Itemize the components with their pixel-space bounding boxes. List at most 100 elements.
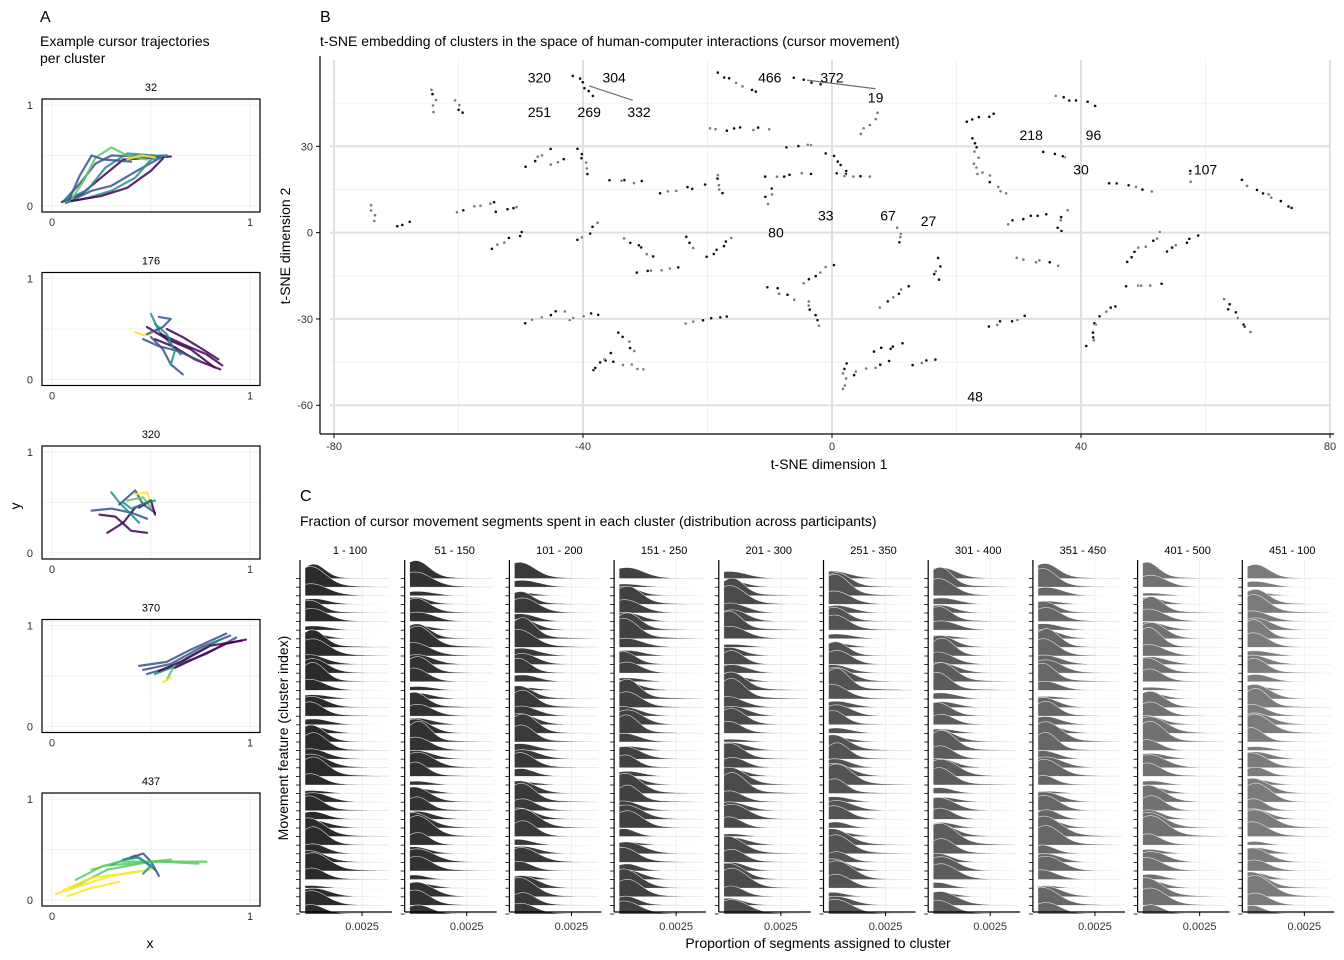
- embedding-point: [1143, 244, 1148, 249]
- density-ridge: [618, 661, 704, 674]
- density-ridge: [932, 606, 1018, 622]
- cluster-group-29: [784, 142, 813, 150]
- density-ridge: [932, 863, 1018, 880]
- cluster-group-55: [1107, 181, 1154, 194]
- trajectory-line-4: [138, 632, 228, 667]
- facet-strip-label: 351 - 450: [1060, 545, 1106, 557]
- embedding-point: [1091, 330, 1095, 335]
- x-tick-label: 0.0025: [1288, 921, 1322, 933]
- x-tick-label: 0.0025: [555, 921, 589, 933]
- cluster-group-28: [763, 171, 813, 179]
- embedding-point: [900, 341, 905, 346]
- density-ridge: [723, 757, 809, 769]
- density-ridge: [514, 902, 599, 915]
- embedding-point: [1107, 181, 1112, 186]
- embedding-point: [455, 210, 459, 215]
- embedding-point: [1235, 316, 1240, 321]
- density-ridge: [1037, 623, 1123, 631]
- cluster-group-31: [806, 299, 821, 328]
- embedding-point: [842, 383, 847, 388]
- embedding-point: [539, 315, 544, 320]
- density-ridge: [409, 667, 494, 683]
- embedding-point: [720, 191, 725, 196]
- density-ridge: [1037, 885, 1123, 889]
- density-ridge: [304, 790, 390, 794]
- embedding-point: [767, 127, 772, 132]
- embedding-point: [724, 239, 728, 244]
- embedding-point: [607, 178, 612, 183]
- embedding-point: [1037, 258, 1042, 263]
- embedding-point: [1065, 208, 1070, 213]
- x-tick-label: 0.0025: [450, 921, 484, 933]
- cluster-group-18: [622, 236, 656, 259]
- density-ridge: [828, 892, 913, 898]
- density-ridge: [828, 570, 913, 579]
- embedding-point: [598, 360, 603, 365]
- panel-b-x-axis-title: t-SNE dimension 1: [771, 456, 888, 472]
- x-tick-label: 1: [247, 391, 253, 403]
- embedding-point: [691, 246, 696, 250]
- density-ridge: [1247, 588, 1332, 605]
- embedding-point: [740, 84, 745, 89]
- density-ridge: [723, 625, 809, 640]
- embedding-point: [1104, 309, 1109, 314]
- embedding-point: [687, 240, 692, 245]
- cluster-group-23: [683, 314, 729, 326]
- density-ridge: [723, 837, 809, 846]
- y-tick-label: 1: [27, 447, 33, 459]
- embedding-point: [561, 157, 566, 162]
- embedding-point: [713, 127, 718, 132]
- density-ridge: [514, 798, 599, 812]
- cluster-group-56: [1125, 230, 1162, 264]
- density-ridge: [409, 656, 494, 674]
- embedding-point: [632, 181, 636, 186]
- density-ridge: [723, 772, 809, 794]
- density-ridge: [1247, 875, 1332, 898]
- y-tick-label: 0: [307, 228, 313, 240]
- x-tick-label: 0: [49, 217, 55, 229]
- facet-strip-label: 370: [142, 603, 160, 615]
- density-ridge: [514, 713, 599, 734]
- density-ridge: [828, 590, 913, 605]
- density-ridge: [304, 843, 390, 855]
- embedding-point: [717, 183, 721, 188]
- density-ridge: [1142, 873, 1227, 880]
- density-ridge: [1247, 905, 1332, 915]
- embedding-point: [1129, 255, 1134, 260]
- trajectory-line-5: [70, 146, 149, 200]
- density-ridge: [304, 811, 390, 820]
- density-ridge: [514, 877, 599, 898]
- density-ridge: [1037, 696, 1123, 708]
- embedding-point: [980, 170, 985, 175]
- embedding-point: [588, 231, 593, 236]
- density-ridge: [409, 611, 494, 622]
- embedding-point: [938, 264, 943, 269]
- embedding-point: [596, 312, 601, 317]
- embedding-point: [493, 209, 498, 214]
- embedding-point: [715, 70, 720, 75]
- panel-b-y-axis-title: t-SNE dimension 2: [277, 187, 293, 304]
- density-ridge: [932, 671, 1018, 691]
- embedding-point: [586, 89, 591, 94]
- density-ridge: [723, 861, 809, 872]
- embedding-point: [809, 143, 813, 148]
- density-ridge: [514, 808, 599, 829]
- density-ridge: [1142, 752, 1227, 760]
- density-ridge: [618, 612, 704, 631]
- cluster-group-8: [548, 157, 566, 167]
- embedding-point: [683, 321, 688, 326]
- embedding-point: [674, 188, 679, 193]
- embedding-point: [1097, 314, 1102, 319]
- facet-frame: [41, 618, 261, 734]
- embedding-point: [567, 318, 572, 322]
- facet-frame: [41, 271, 261, 387]
- density-ridge: [304, 773, 390, 786]
- trajectory-facet-370: 370 1 0 0 1: [27, 603, 261, 750]
- x-tick-label: 0: [49, 738, 55, 750]
- embedding-point: [933, 269, 938, 274]
- embedding-point: [858, 174, 863, 179]
- trajectory-line-6: [90, 860, 200, 871]
- embedding-point: [1241, 322, 1246, 327]
- embedding-point: [611, 359, 616, 364]
- density-ridge: [932, 651, 1018, 665]
